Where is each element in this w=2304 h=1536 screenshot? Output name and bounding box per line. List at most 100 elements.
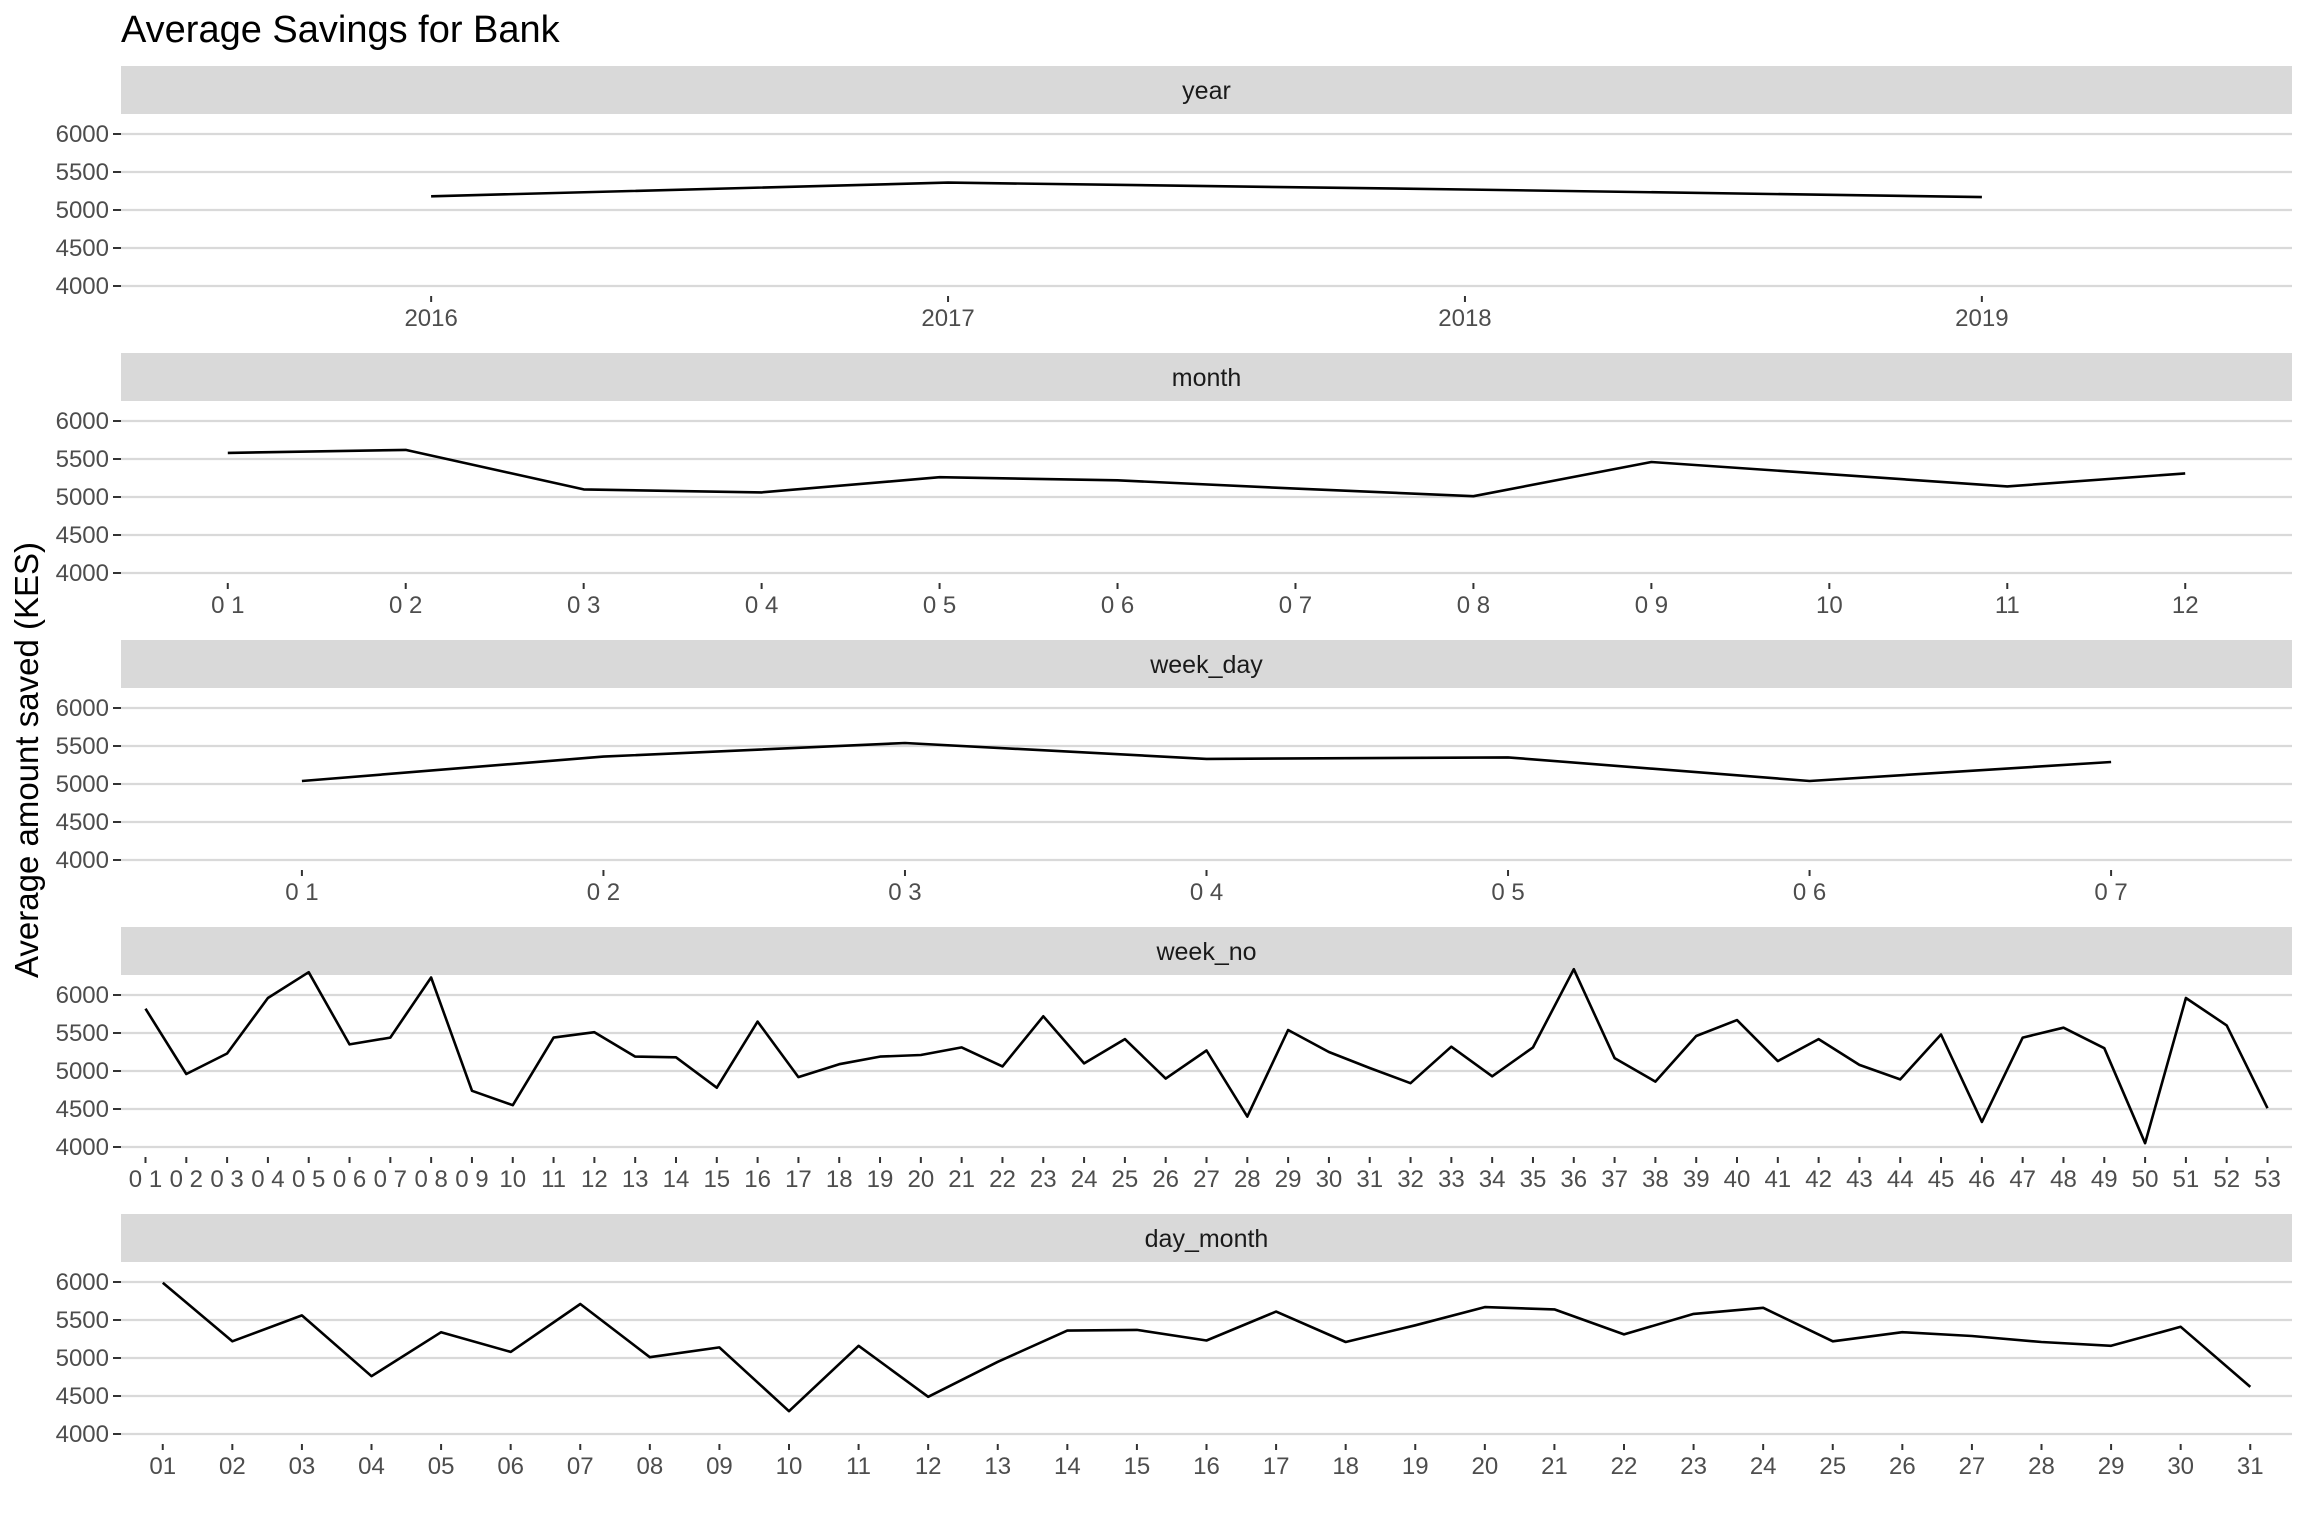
y-tick-label: 5000 [56, 771, 109, 798]
x-tick-label: 31 [1356, 1166, 1383, 1193]
x-tick-label: 17 [1263, 1453, 1290, 1480]
x-tick-label: 27 [1193, 1166, 1220, 1193]
x-tick-label: 51 [2173, 1166, 2200, 1193]
x-tick-label: 0 2 [389, 592, 422, 619]
x-tick-label: 10 [499, 1166, 526, 1193]
x-tick-label: 0 5 [292, 1166, 325, 1193]
x-tick-label: 35 [1520, 1166, 1547, 1193]
y-tick-label: 6000 [56, 408, 109, 435]
x-tick-label: 36 [1560, 1166, 1587, 1193]
x-tick-label: 14 [1054, 1453, 1081, 1480]
panel-strip [121, 640, 2292, 688]
x-tick-label: 0 2 [170, 1166, 203, 1193]
x-tick-label: 0 6 [333, 1166, 366, 1193]
y-tick-label: 4500 [56, 809, 109, 836]
x-tick-label: 0 7 [2094, 879, 2127, 906]
y-tick-label: 4500 [56, 522, 109, 549]
x-tick-label: 25 [1819, 1453, 1846, 1480]
x-tick-label: 40 [1724, 1166, 1751, 1193]
x-tick-label: 2018 [1438, 305, 1491, 332]
x-tick-label: 04 [358, 1453, 385, 1480]
x-tick-label: 0 1 [211, 592, 244, 619]
x-tick-label: 41 [1764, 1166, 1791, 1193]
x-tick-label: 53 [2254, 1166, 2281, 1193]
panel-strip [121, 66, 2292, 114]
y-tick-label: 5500 [56, 159, 109, 186]
x-tick-label: 0 9 [455, 1166, 488, 1193]
x-tick-label: 23 [1680, 1453, 1707, 1480]
x-tick-label: 19 [1402, 1453, 1429, 1480]
x-tick-label: 26 [1889, 1453, 1916, 1480]
x-tick-label: 22 [1611, 1453, 1638, 1480]
y-tick-label: 4500 [56, 1383, 109, 1410]
x-tick-label: 24 [1750, 1453, 1777, 1480]
x-tick-label: 12 [915, 1453, 942, 1480]
x-tick-label: 0 1 [129, 1166, 162, 1193]
x-tick-label: 20 [907, 1166, 934, 1193]
x-tick-label: 15 [703, 1166, 730, 1193]
y-tick-label: 5500 [56, 1020, 109, 1047]
y-tick-label: 4500 [56, 1096, 109, 1123]
x-tick-label: 11 [846, 1453, 871, 1480]
y-tick-label: 5500 [56, 733, 109, 760]
x-tick-label: 2019 [1955, 305, 2008, 332]
x-tick-label: 0 7 [374, 1166, 407, 1193]
x-tick-label: 47 [2009, 1166, 2036, 1193]
x-tick-label: 0 6 [1101, 592, 1134, 619]
y-axis-label: Average amount saved (KES) [8, 542, 45, 978]
x-tick-label: 0 4 [745, 592, 778, 619]
x-tick-label: 16 [744, 1166, 771, 1193]
x-tick-label: 0 4 [251, 1166, 284, 1193]
x-tick-label: 0 2 [587, 879, 620, 906]
x-tick-label: 42 [1805, 1166, 1832, 1193]
x-tick-label: 11 [1995, 592, 2020, 619]
x-tick-label: 10 [1816, 592, 1843, 619]
panel-strip [121, 353, 2292, 401]
x-tick-label: 12 [581, 1166, 608, 1193]
x-tick-label: 15 [1124, 1453, 1151, 1480]
x-tick-label: 14 [663, 1166, 690, 1193]
y-tick-label: 4000 [56, 273, 109, 300]
x-tick-label: 2016 [404, 305, 457, 332]
x-tick-label: 29 [1275, 1166, 1302, 1193]
x-tick-label: 0 3 [888, 879, 921, 906]
x-tick-label: 05 [428, 1453, 455, 1480]
x-tick-label: 10 [776, 1453, 803, 1480]
chart-title: Average Savings for Bank [121, 9, 561, 51]
y-tick-label: 5500 [56, 446, 109, 473]
x-tick-label: 22 [989, 1166, 1016, 1193]
x-tick-label: 12 [2172, 592, 2199, 619]
y-tick-label: 6000 [56, 982, 109, 1009]
panel-strip [121, 927, 2292, 975]
x-tick-label: 19 [867, 1166, 894, 1193]
x-tick-label: 44 [1887, 1166, 1914, 1193]
panel-week-day: week_day 4000 4500 5000 5500 6000 0 1 0 2 0 3 0 4… [56, 640, 2292, 906]
x-tick-label: 0 8 [414, 1166, 447, 1193]
x-tick-label: 27 [1959, 1453, 1986, 1480]
y-tick-label: 6000 [56, 1269, 109, 1296]
x-tick-label: 18 [1332, 1453, 1359, 1480]
x-tick-label: 39 [1683, 1166, 1710, 1193]
y-tick-label: 4000 [56, 1421, 109, 1448]
y-tick-label: 4000 [56, 1134, 109, 1161]
x-tick-label: 0 1 [285, 879, 318, 906]
x-tick-label: 13 [622, 1166, 649, 1193]
x-tick-label: 49 [2091, 1166, 2118, 1193]
x-tick-label: 26 [1152, 1166, 1179, 1193]
panel-strip-label: week_no [1155, 938, 1256, 966]
x-tick-label: 0 9 [1635, 592, 1668, 619]
x-tick-label: 38 [1642, 1166, 1669, 1193]
series-line [144, 967, 2269, 1145]
y-tick-label: 6000 [56, 695, 109, 722]
x-tick-label: 0 4 [1190, 879, 1223, 906]
panel-strip-label: month [1172, 364, 1241, 392]
x-tick-label: 21 [948, 1166, 975, 1193]
x-tick-label: 34 [1479, 1166, 1506, 1193]
x-tick-label: 45 [1928, 1166, 1955, 1193]
x-tick-label: 0 3 [567, 592, 600, 619]
y-tick-label: 6000 [56, 121, 109, 148]
x-tick-label: 46 [1969, 1166, 1996, 1193]
x-tick-label: 30 [2167, 1453, 2194, 1480]
x-tick-label: 0 7 [1279, 592, 1312, 619]
